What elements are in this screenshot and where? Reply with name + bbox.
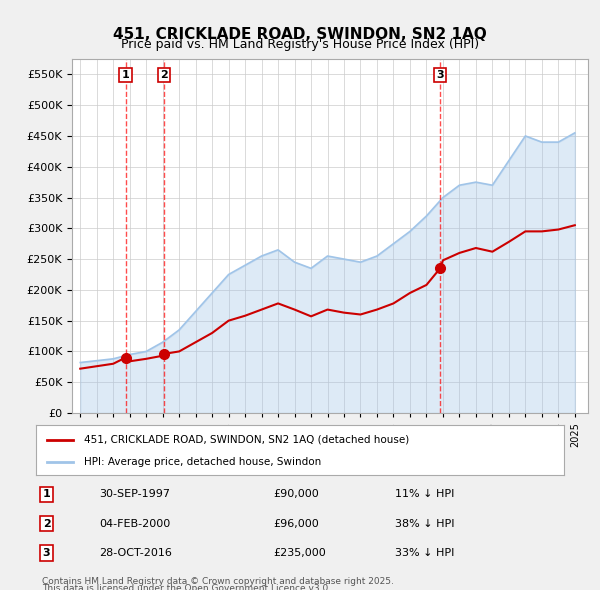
Text: 3: 3 (436, 70, 444, 80)
Text: Price paid vs. HM Land Registry's House Price Index (HPI): Price paid vs. HM Land Registry's House … (121, 38, 479, 51)
Text: 38% ↓ HPI: 38% ↓ HPI (395, 519, 455, 529)
Text: £90,000: £90,000 (274, 489, 319, 499)
Text: 3: 3 (43, 548, 50, 558)
Text: 33% ↓ HPI: 33% ↓ HPI (395, 548, 454, 558)
Text: 28-OCT-2016: 28-OCT-2016 (100, 548, 172, 558)
Text: 30-SEP-1997: 30-SEP-1997 (100, 489, 170, 499)
Text: 1: 1 (43, 489, 50, 499)
Text: £96,000: £96,000 (274, 519, 319, 529)
Text: 451, CRICKLADE ROAD, SWINDON, SN2 1AQ: 451, CRICKLADE ROAD, SWINDON, SN2 1AQ (113, 27, 487, 41)
Text: £235,000: £235,000 (274, 548, 326, 558)
Text: 04-FEB-2000: 04-FEB-2000 (100, 519, 170, 529)
Text: Contains HM Land Registry data © Crown copyright and database right 2025.: Contains HM Land Registry data © Crown c… (42, 577, 394, 586)
Text: This data is licensed under the Open Government Licence v3.0.: This data is licensed under the Open Gov… (42, 584, 331, 590)
Text: 451, CRICKLADE ROAD, SWINDON, SN2 1AQ (detached house): 451, CRICKLADE ROAD, SWINDON, SN2 1AQ (d… (83, 435, 409, 445)
Text: 2: 2 (160, 70, 168, 80)
Text: 1: 1 (122, 70, 130, 80)
Text: 2: 2 (43, 519, 50, 529)
Text: HPI: Average price, detached house, Swindon: HPI: Average price, detached house, Swin… (83, 457, 321, 467)
Text: 11% ↓ HPI: 11% ↓ HPI (395, 489, 454, 499)
